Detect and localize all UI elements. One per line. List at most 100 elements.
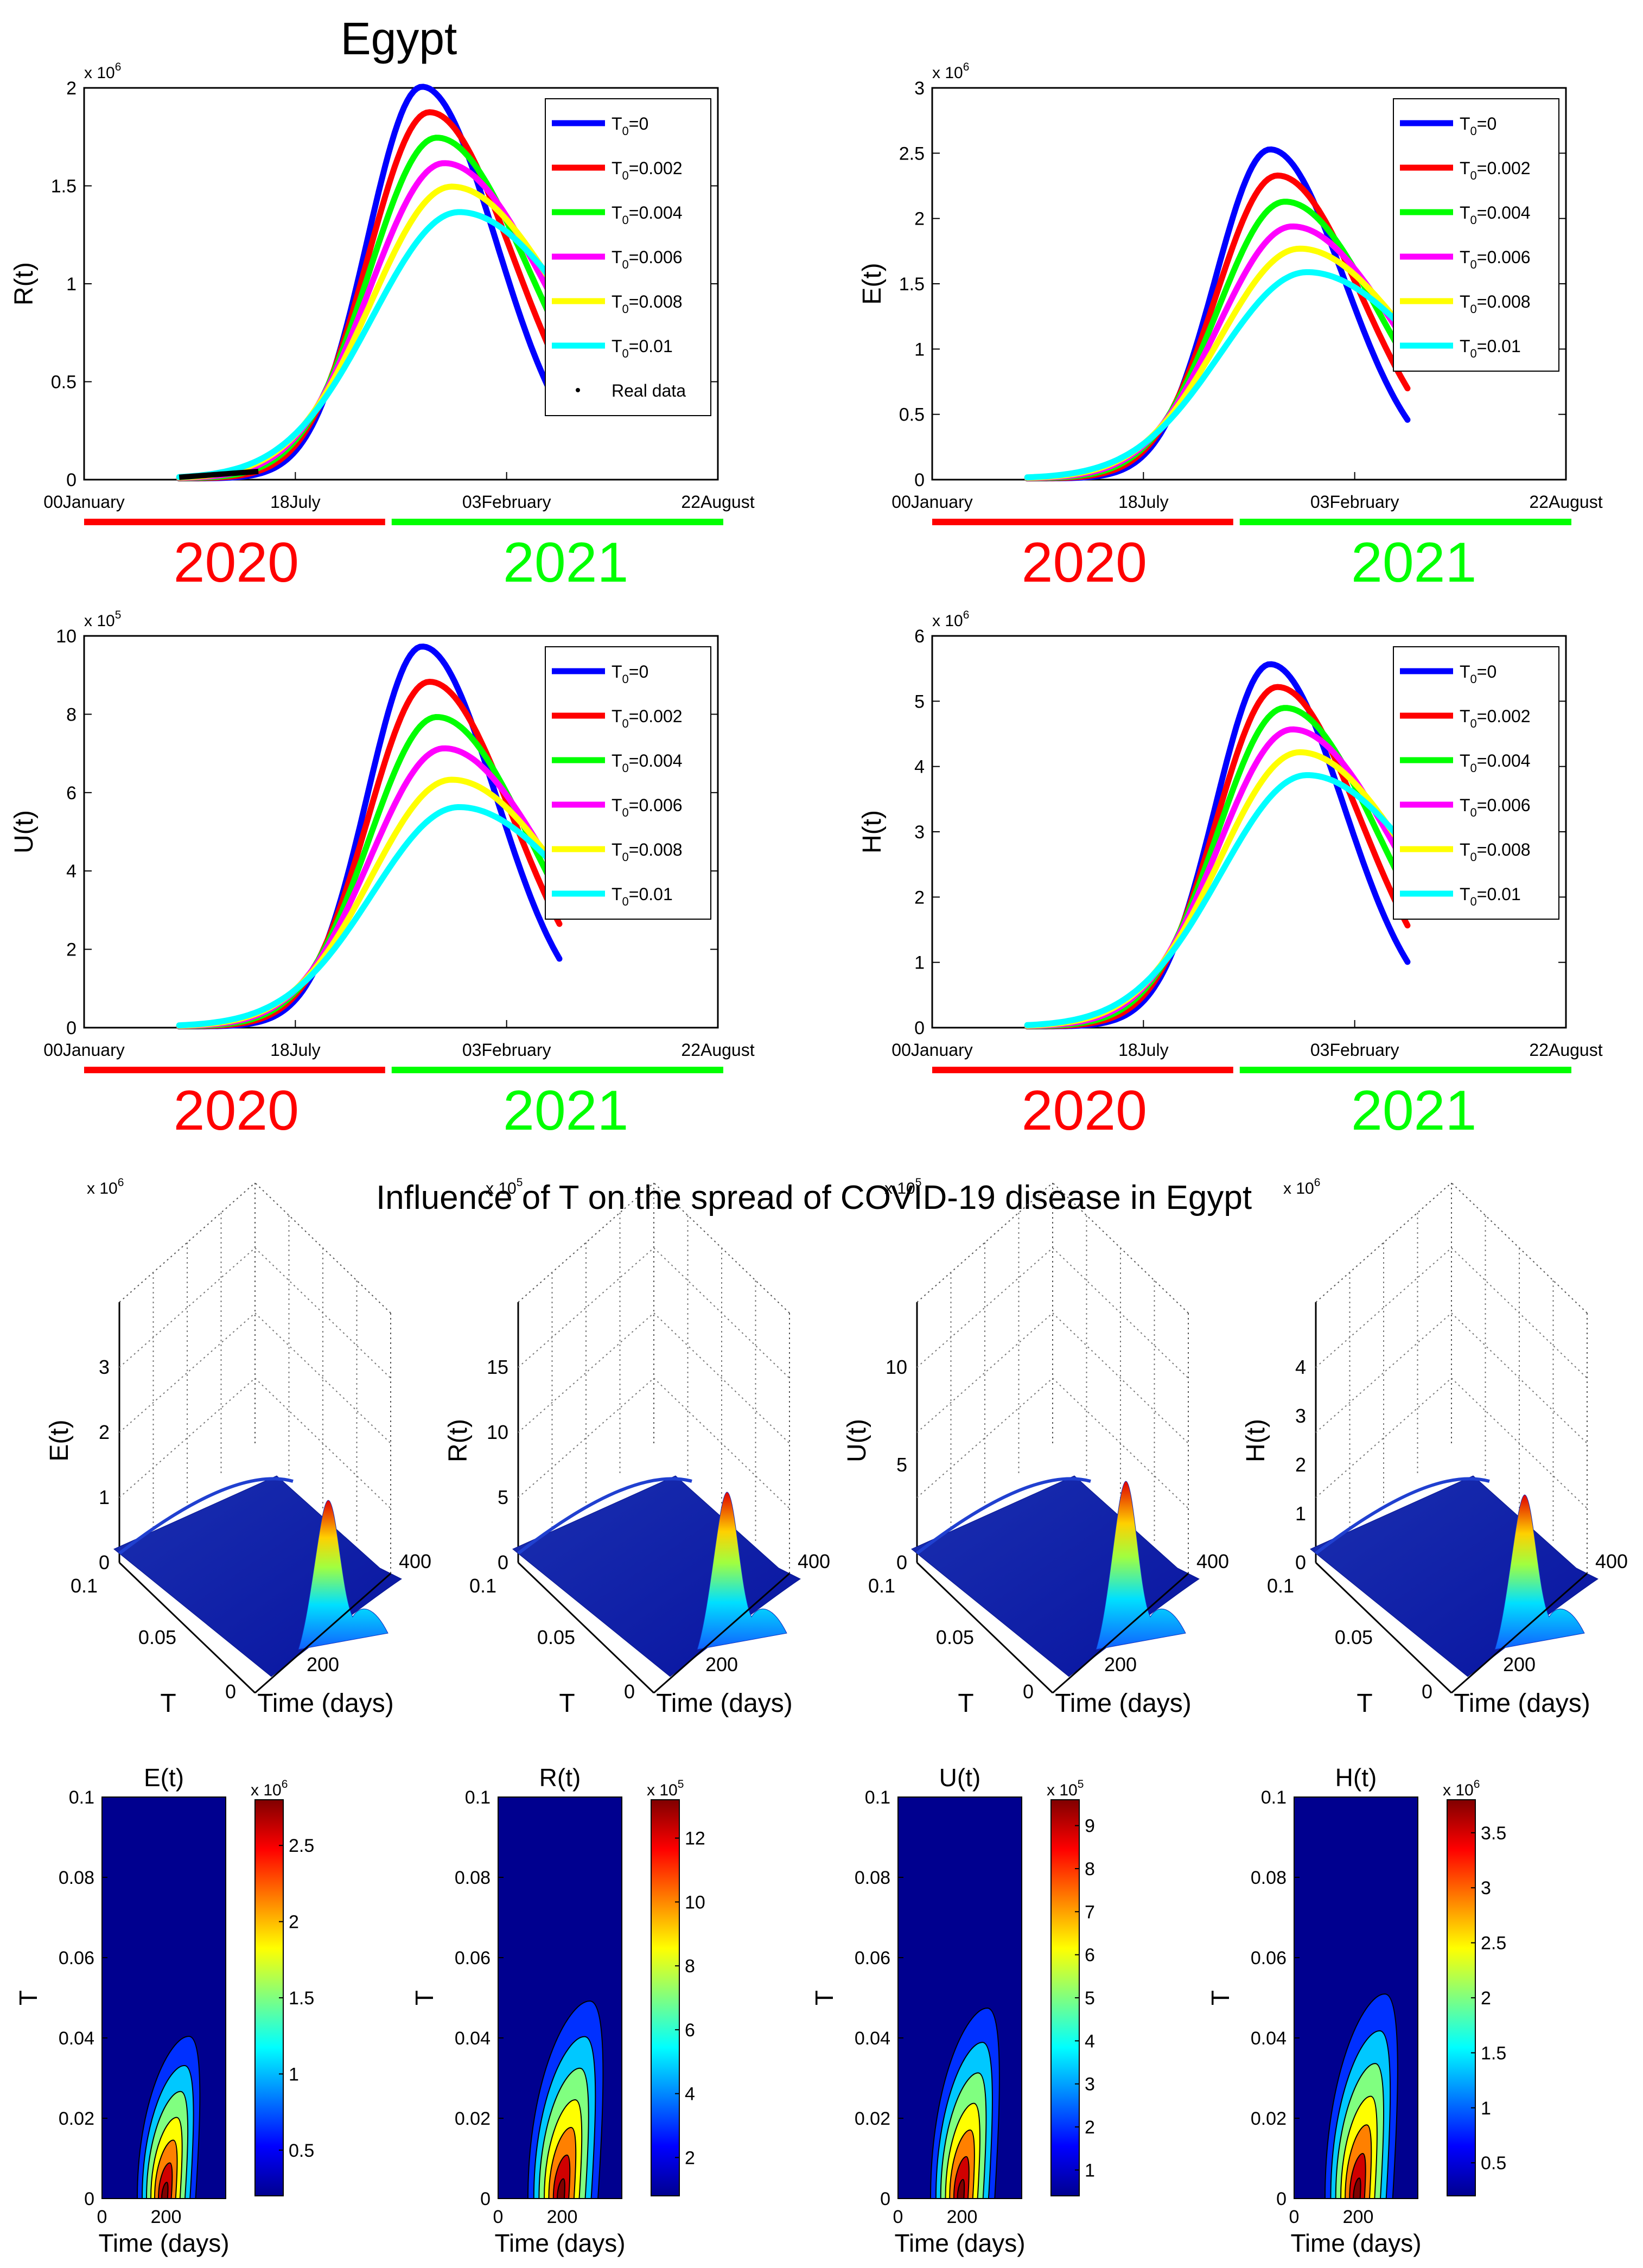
y-tick-label: 0.1: [69, 1787, 94, 1808]
legend-entry-label: T0=0.008: [1460, 840, 1531, 864]
series-line-R-5: [176, 209, 563, 480]
colorbar-tick-label: 1: [1481, 2098, 1491, 2119]
y-tick-label: 2.5: [899, 143, 925, 164]
surface-ridge: [916, 1477, 1091, 1555]
y-tick-label: 0.02: [455, 2108, 491, 2129]
x-tick-label: 00January: [43, 1040, 124, 1060]
line-chart-R: 0 0.5 1 1.5 2 00January 18July 03February 22Augu…: [10, 61, 755, 594]
colorbar: [1050, 1799, 1080, 2196]
heatmap-title: H(t): [1335, 1763, 1377, 1792]
y-tick-label: 0: [914, 1018, 925, 1039]
y-tick-label: 0.06: [59, 1948, 94, 1968]
z-exponent-label: x 106: [1283, 1176, 1320, 1197]
z-tick-label: 10: [886, 1356, 907, 1378]
grid-line: [1315, 1313, 1452, 1433]
time-tick-label: 200: [1503, 1653, 1536, 1675]
colorbar-tick-label: 4: [685, 2084, 695, 2105]
time-axis-label: Time (days): [656, 1689, 793, 1718]
grid-line: [119, 1247, 256, 1368]
surface-chart-R3d: 0 5 10 15 R(t) x 105 0 0.05 0.1 T 200 400 Time (days…: [444, 1176, 830, 1718]
colorbar-tick-label: 2: [1085, 2117, 1095, 2138]
grid-line: [1052, 1313, 1189, 1444]
colorbar-tick-label: 6: [685, 2020, 695, 2041]
y-tick-label: 3: [914, 78, 925, 99]
z-tick-label: 1: [1295, 1502, 1306, 1525]
T-tick-label: 0.05: [138, 1626, 176, 1648]
T-axis-label: T: [1357, 1689, 1372, 1718]
time-tick-label: 400: [399, 1550, 431, 1572]
legend-entry-label: T0=0: [612, 662, 648, 686]
z-tick-label: 0: [498, 1551, 508, 1573]
legend-entry-label: T0=0.008: [1460, 292, 1531, 316]
y-tick-label: 4: [914, 757, 925, 778]
T-tick-label: 0.1: [1267, 1575, 1294, 1597]
z-tick-label: 15: [487, 1356, 508, 1378]
real-data-points: [179, 468, 259, 480]
surface-peak: [298, 1500, 389, 1650]
grid-line: [518, 1182, 654, 1303]
y-tick-label: 0: [1276, 2189, 1287, 2209]
surface-ridge: [1315, 1477, 1490, 1555]
T-tick-label: 0.05: [537, 1626, 575, 1648]
heatmap-title: E(t): [144, 1763, 184, 1792]
y-axis-label: R(t): [10, 262, 39, 305]
colorbar-tick-label: 2.5: [1481, 1933, 1506, 1954]
y-tick-label: 6: [66, 783, 77, 804]
legend-entry-label: T0=0.004: [1460, 751, 1531, 775]
series-line-H-5: [1024, 772, 1411, 1028]
legend-box: [1393, 646, 1559, 920]
y-exponent-label: x 105: [84, 609, 121, 630]
year-label-2020: 2020: [1022, 1079, 1147, 1142]
y-tick-label: 6: [914, 626, 925, 647]
legend-entry-label: T0=0.01: [1460, 336, 1521, 360]
x-axis-label: Time (days): [98, 2229, 229, 2257]
colorbar-exponent-label: x 105: [647, 1778, 684, 1799]
legend-entry-label: T0=0.006: [612, 247, 683, 271]
colorbar: [254, 1799, 284, 2196]
contour-level-5: [953, 2156, 970, 2199]
z-tick-label: 0: [1295, 1551, 1306, 1573]
T-tick-label: 0.1: [868, 1575, 895, 1597]
year-label-2020: 2020: [174, 1079, 299, 1142]
y-tick-label: 0.04: [455, 2028, 491, 2049]
x-tick-label: 03February: [462, 1040, 551, 1060]
T-tick-label: 0: [1422, 1680, 1432, 1703]
time-axis-label: Time (days): [257, 1689, 394, 1718]
T-axis-line: [517, 1562, 655, 1694]
x-tick-label: 22August: [1529, 492, 1602, 512]
y-tick-label: 0: [480, 2189, 491, 2209]
y-tick-label: 1: [914, 339, 925, 360]
y-tick-label: 0.08: [455, 1868, 491, 1888]
grid-line: [1451, 1247, 1588, 1379]
x-axis-label: Time (days): [494, 2229, 625, 2257]
colorbar-tick-label: 1: [289, 2064, 299, 2085]
grid-line: [916, 1182, 1053, 1303]
y-tick-label: 0.06: [855, 1948, 890, 1968]
legend-real-data-marker: [576, 388, 580, 392]
grid-line: [518, 1313, 654, 1433]
y-tick-label: 0.02: [1251, 2108, 1287, 2129]
T-tick-label: 0.05: [1335, 1626, 1373, 1648]
x-tick-label: 18July: [270, 492, 321, 512]
T-axis-label: T: [559, 1689, 575, 1718]
country-title: Egypt: [341, 13, 457, 64]
heatmap-title: R(t): [539, 1763, 581, 1792]
x-tick-label: 0: [97, 2207, 107, 2227]
colorbar-tick-label: 8: [685, 1956, 695, 1977]
z-tick-label: 5: [498, 1486, 508, 1508]
legend-entry-label: T0=0: [1460, 114, 1496, 138]
contour-level-6: [957, 2178, 965, 2199]
y-tick-label: 2: [66, 940, 77, 960]
legend-entry-label: T0=0.01: [612, 884, 673, 908]
legend-entry-label: T0=0.002: [612, 706, 683, 730]
T-axis-label: T: [958, 1689, 973, 1718]
x-tick-label: 03February: [462, 492, 551, 512]
year-label-2021: 2021: [1351, 531, 1476, 594]
legend-entry-label: T0=0.01: [1460, 884, 1521, 908]
y-tick-label: 0.06: [455, 1948, 491, 1968]
colorbar-tick-label: 12: [685, 1829, 705, 1849]
colorbar-tick-label: 6: [1085, 1945, 1095, 1966]
z-axis-label: H(t): [1241, 1419, 1270, 1462]
